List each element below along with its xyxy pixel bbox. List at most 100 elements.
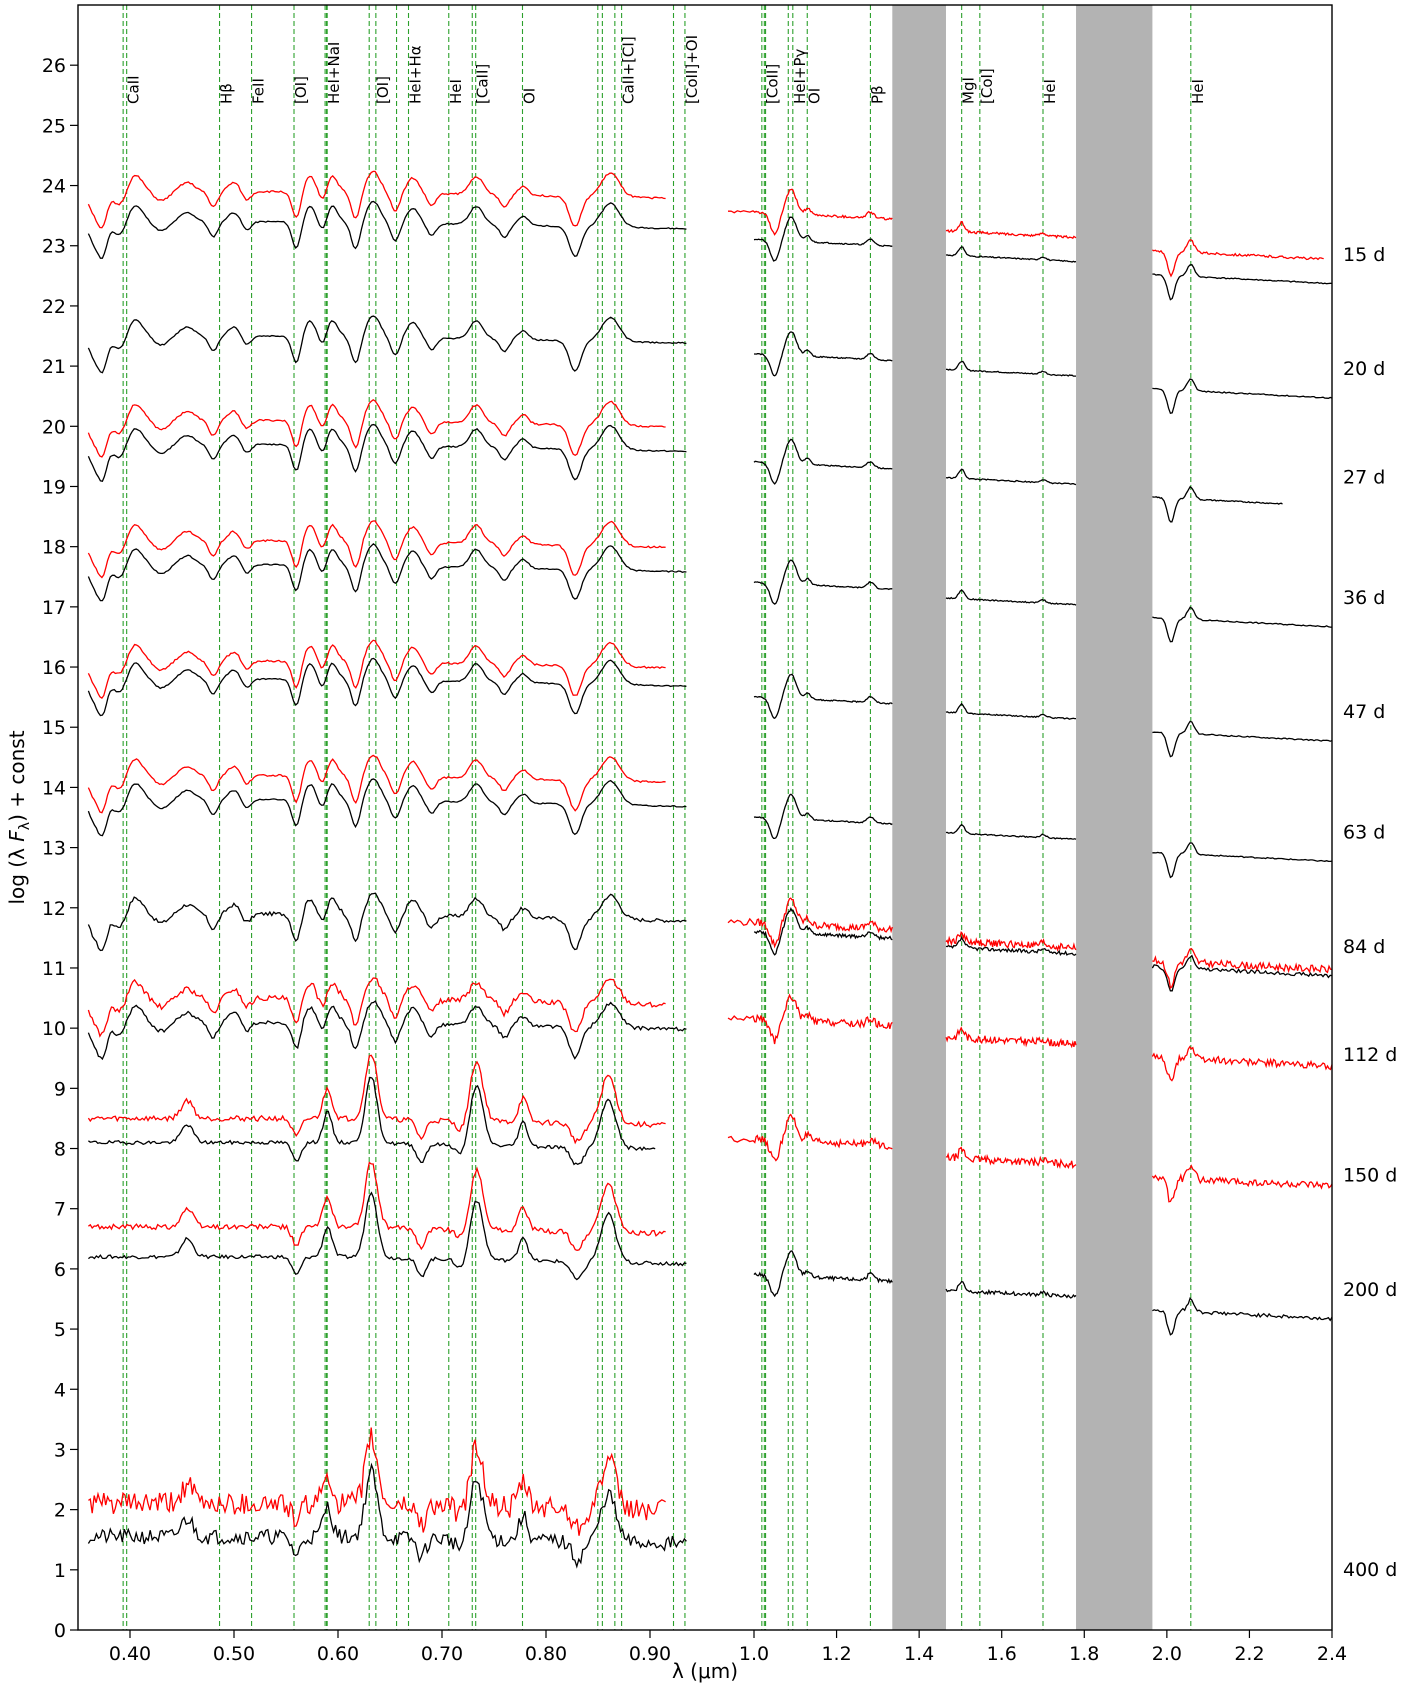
x-tick-label-7: 1.0 (739, 1643, 769, 1665)
epoch-label-3: 27 d (1343, 466, 1385, 488)
y-tick-label-23: 22 (42, 296, 66, 318)
observed-spectrum-112d-ir-2 (945, 1026, 1077, 1049)
epoch-label-10: 200 d (1343, 1279, 1397, 1301)
observed-spectrum-150d-ir-2 (945, 1146, 1077, 1170)
y-tick-label-7: 6 (54, 1259, 66, 1281)
y-tick-label-3: 2 (54, 1500, 66, 1522)
y-tick-label-25: 24 (42, 176, 66, 198)
line-label-12: [CoII]+OI (683, 35, 701, 104)
y-tick-label-2: 1 (54, 1560, 66, 1582)
model-spectrum-20d-h (945, 360, 1076, 377)
line-label-20: HeI (1189, 79, 1207, 104)
x-tick-label-13: 2.2 (1234, 1643, 1264, 1665)
observed-spectrum-47d-optical (87, 639, 666, 699)
epoch-label-8: 112 d (1343, 1044, 1397, 1066)
line-label-13: [CoII] (764, 64, 782, 104)
model-spectrum-15d-k (1152, 264, 1333, 301)
model-spectrum-15d-optical (87, 200, 687, 259)
y-tick-label-11: 10 (42, 1018, 66, 1040)
line-label-2: Hβ (218, 83, 236, 104)
observed-spectrum-36d-optical (87, 520, 666, 579)
observed-spectrum-112d-optical (87, 977, 666, 1038)
line-label-19: HeI (1041, 79, 1059, 104)
observed-spectrum-200d-optical (88, 1161, 666, 1251)
observed-spectrum-400d-optical (88, 1427, 666, 1536)
model-spectrum-20d-optical (87, 315, 687, 374)
telluric-bands (892, 5, 1153, 1630)
x-tick-label-14: 2.4 (1317, 1643, 1347, 1665)
y-tick-label-10: 9 (54, 1078, 66, 1100)
observed-spectrum-150d-ir-3 (1151, 1164, 1333, 1203)
model-spectrum-200d-j (753, 1250, 893, 1298)
model-spectrum-84d-optical (87, 892, 687, 952)
y-tick-label-14: 13 (42, 838, 66, 860)
model-spectrum-63d-h (945, 823, 1077, 840)
x-tick-label-12: 2.0 (1152, 1643, 1182, 1665)
y-tick-label-8: 7 (54, 1199, 66, 1221)
observed-spectrum-150d-ir-1 (727, 1113, 893, 1162)
x-tick-label-8: 1.2 (821, 1643, 851, 1665)
observed-spectrum-84d-ir-1 (727, 897, 893, 949)
line-label-7: HeI+Hα (407, 45, 425, 104)
x-tick-label-11: 1.8 (1069, 1643, 1099, 1665)
model-spectrum-400d-optical (87, 1462, 687, 1569)
epoch-label-6: 63 d (1343, 822, 1385, 844)
model-spectrum-200d-k (1152, 1297, 1333, 1336)
line-label-3: FeII (250, 78, 268, 104)
model-spectrum-36d-j (753, 559, 893, 605)
model-spectrum-63d-optical (87, 778, 687, 837)
line-label-4: [OI] (292, 76, 310, 104)
x-axis: 0.40 0.50 0.60 0.70 0.80 0.90 1.0 1.2 1.4 1.6 1.8 2… (109, 1630, 1347, 1665)
line-label-10: OI (520, 88, 538, 104)
line-label-16: Pβ (868, 85, 886, 104)
model-spectrum-84d-j (753, 907, 893, 956)
model-spectrum-47d-k (1152, 720, 1333, 758)
line-label-14: HeI+Pγ (791, 48, 809, 104)
line-label-17: MgI (960, 77, 978, 104)
y-tick-label-22: 21 (42, 356, 66, 378)
line-labels: CaII Hβ FeII [OI] HeI+NaI [OI] HeI+Hα HeI [CaII]… (125, 35, 1207, 104)
y-tick-label-26: 25 (42, 115, 66, 137)
model-spectrum-84d-h (945, 935, 1077, 956)
model-spectrum-150d-optical (88, 1076, 656, 1166)
plot-frame (77, 4, 1333, 1631)
y-tick-label-6: 5 (54, 1319, 66, 1341)
model-spectrum-27d-optical (87, 423, 687, 482)
epoch-label-5: 47 d (1343, 701, 1385, 723)
model-spectrum-15d-j (753, 216, 893, 262)
x-tick-label-6: 0.90 (629, 1643, 671, 1665)
y-tick-label-17: 16 (42, 657, 66, 679)
y-tick-label-5: 4 (54, 1379, 66, 1401)
observed-spectrum-150d-optical (87, 1054, 666, 1145)
observed-spectrum-84d-ir-2 (945, 931, 1077, 952)
x-axis-label: λ (μm) (672, 1659, 738, 1683)
line-label-5: HeI+NaI (325, 42, 343, 104)
epoch-label-11: 400 d (1343, 1559, 1397, 1581)
model-spectrum-36d-optical (87, 543, 687, 602)
observed-spectrum-112d-ir-1 (727, 993, 893, 1045)
model-spectrum-36d-k (1152, 606, 1333, 643)
line-label-9: [CaII] (474, 64, 492, 104)
x-tick-label-4: 0.70 (421, 1643, 463, 1665)
line-label-6: [OI] (374, 76, 392, 104)
telluric-band-2 (1076, 5, 1153, 1630)
y-tick-label-15: 14 (42, 777, 66, 799)
model-spectrum-20d-j (754, 331, 893, 377)
observed-spectrum-15d-ir-1 (727, 188, 893, 236)
x-tick-label-9: 1.4 (904, 1643, 934, 1665)
y-tick-label-20: 19 (42, 476, 66, 498)
y-tick-label-24: 23 (42, 236, 66, 258)
y-tick-label-16: 15 (42, 717, 66, 739)
model-spectrum-63d-j (753, 793, 893, 840)
observed-spectrum-15d-ir-3 (1152, 239, 1324, 278)
y-tick-label-1: 0 (54, 1620, 66, 1642)
model-spectrum-36d-h (945, 589, 1077, 606)
line-label-18: [CoI] (978, 68, 996, 104)
y-tick-label-9: 8 (54, 1139, 66, 1161)
line-markers (122, 5, 1192, 1630)
epoch-label-2: 20 d (1343, 358, 1385, 380)
y-tick-label-27: 26 (42, 55, 66, 77)
y-tick-label-12: 11 (42, 958, 66, 980)
epoch-label-7: 84 d (1343, 936, 1385, 958)
